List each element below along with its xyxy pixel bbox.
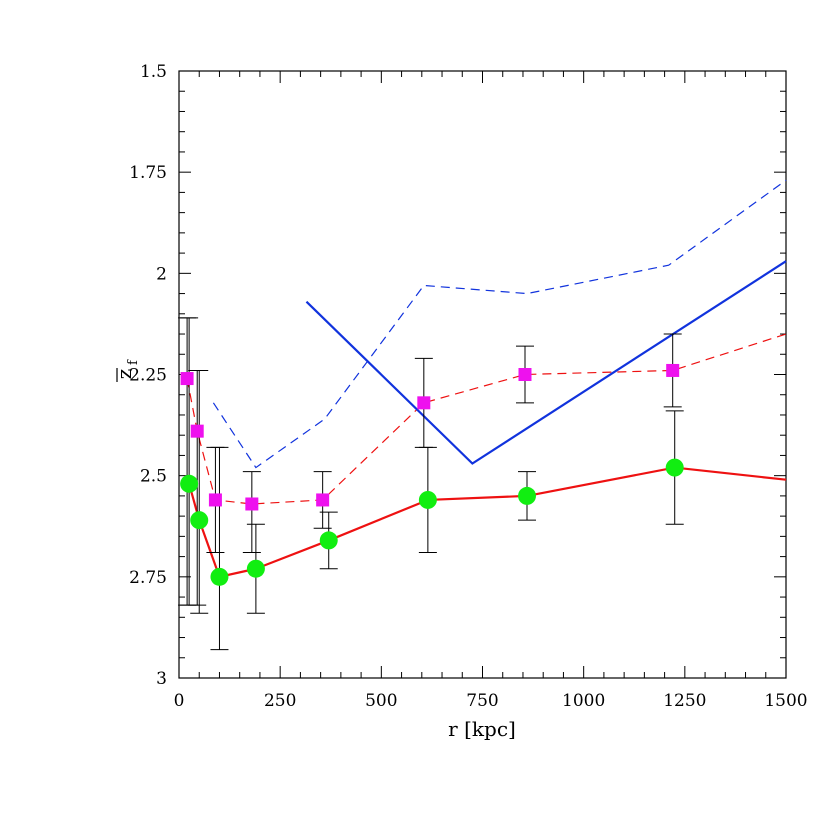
series-line-3 <box>305 260 787 465</box>
series-line-4 <box>212 179 787 469</box>
y-tick-label: 3 <box>156 669 167 689</box>
major-ticks <box>178 70 787 679</box>
y-tick-label: 1.75 <box>129 163 167 183</box>
x-tick-label: 0 <box>174 691 185 711</box>
square-marker <box>518 368 532 381</box>
square-marker <box>316 493 330 507</box>
y-axis-title-sub: f <box>126 359 141 365</box>
x-tick-label: 1500 <box>764 691 807 711</box>
y-tick-label: 2 <box>156 264 167 284</box>
series-line-2 <box>186 333 787 505</box>
circle-marker <box>180 474 199 493</box>
y-axis-title-main: z <box>112 369 136 380</box>
square-marker <box>190 424 204 438</box>
x-tick-label: 750 <box>466 691 498 711</box>
circle-marker <box>210 567 229 586</box>
series-layer <box>186 179 787 579</box>
y-tick-labels: 1.5 1.75 2 2.25 2.5 2.75 3 <box>129 62 167 689</box>
error-bars <box>178 317 684 651</box>
y-tick-label: 2.75 <box>129 568 167 588</box>
minor-ticks <box>179 71 786 678</box>
series-line-1 <box>188 466 787 579</box>
y-tick-label: 2.5 <box>140 467 167 487</box>
y-axis-title: z f <box>112 359 141 382</box>
x-tick-label: 250 <box>264 691 296 711</box>
square-marker <box>180 372 194 386</box>
square-marker <box>208 493 222 507</box>
square-marker <box>245 497 259 511</box>
circle-marker <box>319 531 338 550</box>
circle-marker <box>418 490 437 509</box>
x-tick-label: 1250 <box>663 691 706 711</box>
x-axis-title: r [kpc] <box>448 717 516 741</box>
markers <box>180 363 684 586</box>
x-tick-label: 500 <box>365 691 397 711</box>
y-tick-label: 2.25 <box>129 366 167 386</box>
y-tick-label: 1.5 <box>140 62 167 82</box>
square-marker <box>417 396 431 410</box>
square-marker <box>666 363 680 377</box>
circle-marker <box>518 486 537 505</box>
circle-marker <box>190 511 209 530</box>
circle-marker <box>665 458 684 477</box>
plot-frame <box>178 70 787 679</box>
x-tick-labels: 0 250 500 750 1000 1250 1500 <box>174 691 808 711</box>
circle-marker <box>246 559 265 578</box>
x-tick-label: 1000 <box>562 691 605 711</box>
